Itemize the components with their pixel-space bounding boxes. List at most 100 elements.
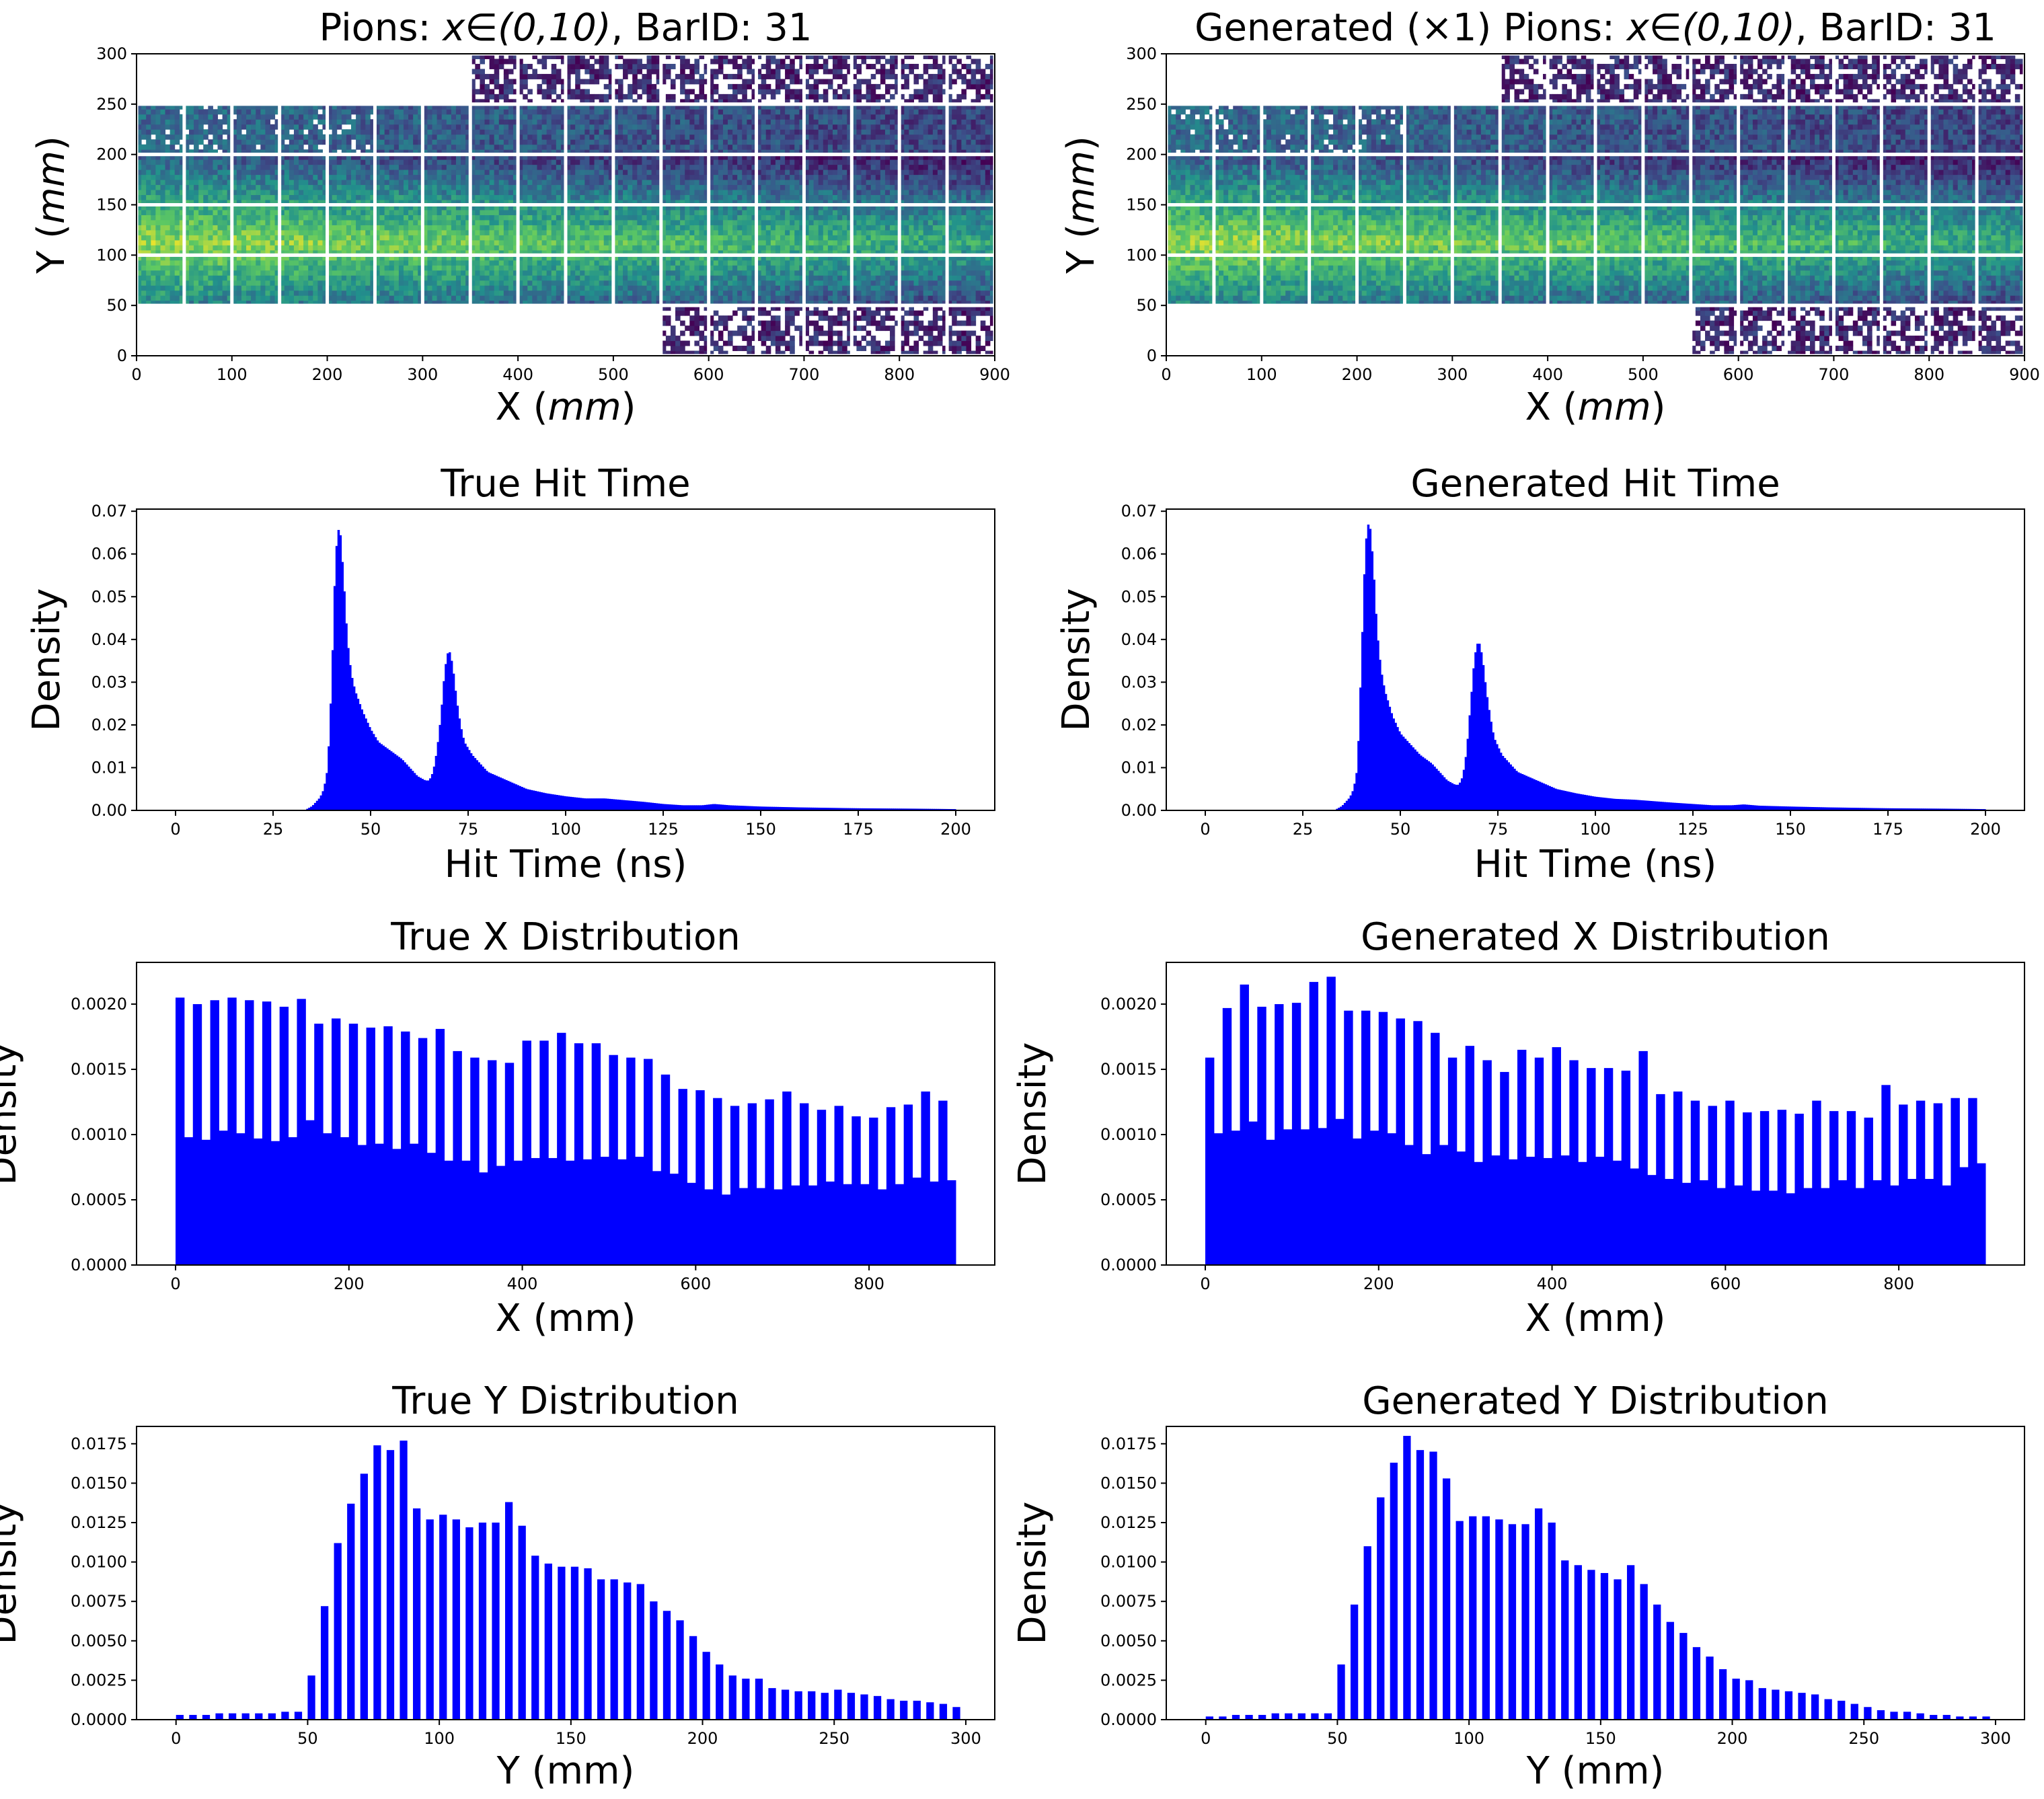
heatmap-cell — [632, 270, 638, 276]
heatmap-cell — [455, 204, 461, 210]
heatmap-cell — [322, 225, 328, 231]
heatmap-cell — [689, 280, 695, 286]
heatmap-cell — [947, 219, 952, 225]
heatmap-cell — [213, 180, 219, 186]
heatmap-cell — [742, 336, 747, 342]
heatmap-cell — [446, 260, 452, 266]
heatmap-cell — [523, 154, 528, 160]
heatmap-cell — [389, 184, 395, 190]
heatmap-cell — [675, 310, 681, 316]
heatmap-cell — [441, 270, 447, 276]
heatmap-cell — [642, 239, 648, 245]
heatmap-cell — [966, 250, 972, 256]
heatmap-cell — [880, 260, 886, 266]
heatmap-cell — [722, 340, 728, 346]
heatmap-cell — [370, 200, 375, 205]
heatmap-cell — [375, 265, 381, 271]
heatmap-cell — [628, 275, 633, 281]
heatmap-cell — [351, 260, 356, 266]
heatmap-cell — [532, 184, 537, 190]
heatmap-cell — [203, 255, 209, 261]
heatmap-cell — [441, 225, 447, 231]
heatmap-cell — [737, 285, 743, 291]
heatmap-cell — [317, 200, 323, 205]
heatmap-cell — [317, 285, 323, 291]
heatmap-cell — [365, 209, 371, 215]
heatmap-cell — [422, 260, 428, 266]
heatmap-cell — [646, 275, 652, 281]
heatmap-cell — [742, 290, 747, 296]
heatmap-cell — [575, 270, 580, 276]
heatmap-cell — [313, 250, 318, 256]
heatmap-cell — [651, 204, 657, 210]
heatmap-cell — [541, 270, 547, 276]
heatmap-cell — [403, 245, 409, 251]
heatmap-cell — [751, 285, 757, 291]
heatmap-cell — [685, 275, 690, 281]
heatmap-cell — [361, 300, 366, 306]
heatmap-cell — [169, 235, 176, 241]
heatmap-cell — [503, 200, 509, 205]
heatmap-cell — [508, 300, 514, 306]
heatmap-cell — [742, 250, 747, 256]
heatmap-cell — [608, 209, 614, 215]
heatmap-cell — [484, 164, 490, 170]
heatmap-cell — [446, 280, 452, 286]
heatmap-cell — [866, 245, 872, 251]
heatmap-cell — [398, 154, 404, 160]
heatmap-cell — [432, 250, 438, 256]
heatmap-cell — [980, 239, 986, 245]
heatmap-cell — [575, 245, 580, 251]
heatmap-cell — [584, 239, 590, 245]
heatmap-cell — [432, 290, 438, 296]
heatmap-cell — [975, 270, 981, 276]
heatmap-cell — [346, 239, 352, 245]
heatmap-cell — [861, 305, 867, 311]
heatmap-cell — [880, 315, 886, 321]
heatmap-cell — [289, 219, 295, 225]
heatmap-cell — [956, 340, 962, 346]
heatmap-cell — [155, 270, 161, 276]
heatmap-cell — [556, 184, 562, 190]
heatmap-cell — [961, 300, 967, 306]
heatmap-cell — [790, 295, 795, 301]
heatmap-cell — [613, 215, 619, 221]
heatmap-cell — [804, 300, 810, 306]
heatmap-cell — [213, 265, 219, 271]
heatmap-cell — [160, 229, 166, 235]
heatmap-cell — [375, 290, 381, 296]
heatmap-cell — [179, 260, 185, 266]
heatmap-cell — [322, 255, 328, 261]
heatmap-cell — [613, 235, 619, 241]
heatmap-cell — [422, 290, 428, 296]
heatmap-cell — [870, 290, 876, 296]
heatmap-cell — [742, 239, 747, 245]
heatmap-cell — [217, 285, 223, 291]
heatmap-cell — [365, 194, 371, 200]
heatmap-cell — [928, 290, 934, 296]
heatmap-cell — [880, 265, 886, 271]
heatmap-cell — [708, 280, 714, 286]
heatmap-cell — [551, 190, 557, 196]
heatmap-cell — [961, 336, 967, 342]
heatmap-cell — [637, 229, 642, 235]
heatmap-cell — [756, 245, 762, 251]
heatmap-cell — [489, 239, 495, 245]
heatmap-cell — [289, 290, 295, 296]
heatmap-cell — [222, 229, 228, 235]
heatmap-cell — [546, 169, 552, 176]
heatmap-cell — [884, 225, 891, 231]
heatmap-cell — [699, 336, 705, 342]
heatmap-cell — [599, 275, 605, 281]
heatmap-cell — [799, 225, 804, 231]
heatmap-cell — [613, 300, 619, 306]
heatmap-cell — [603, 225, 609, 231]
heatmap-cell — [461, 260, 466, 266]
heatmap-cell — [637, 270, 642, 276]
heatmap-cell — [575, 159, 580, 165]
heatmap-cell — [728, 239, 733, 245]
heatmap-cell — [317, 209, 323, 215]
heatmap-cell — [971, 215, 977, 221]
heatmap-cell — [260, 204, 266, 210]
heatmap-cell — [256, 190, 261, 196]
